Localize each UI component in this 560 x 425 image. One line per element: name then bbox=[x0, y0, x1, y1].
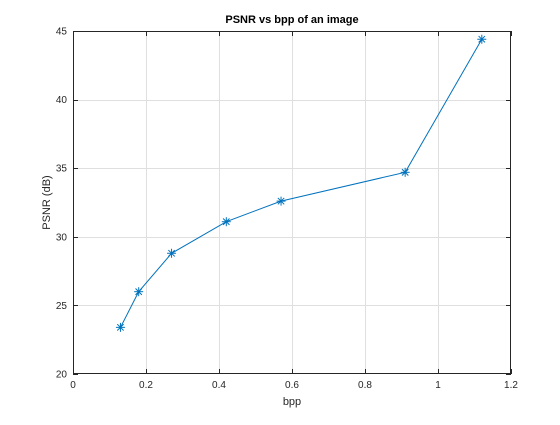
x-tick-label: 0.8 bbox=[358, 380, 372, 391]
y-axis-label: PSNR (dB) bbox=[41, 175, 53, 229]
data-point-marker bbox=[477, 34, 487, 44]
ticks: 0 0.2 0.4 0.6 0.8 1 1.2 20 25 30 35 40 45 bbox=[56, 27, 519, 392]
y-tick-label: 40 bbox=[56, 95, 68, 106]
x-tick-label: 1.2 bbox=[504, 380, 518, 391]
grid bbox=[73, 31, 511, 374]
x-axis-label: bpp bbox=[283, 396, 301, 408]
x-tick-label: 0.4 bbox=[212, 380, 226, 391]
data-point-marker bbox=[115, 322, 125, 332]
x-tick-label: 0.6 bbox=[285, 380, 299, 391]
y-tick-label: 35 bbox=[56, 164, 68, 175]
x-tick-label: 0 bbox=[70, 380, 76, 391]
chart-title: PSNR vs bpp of an image bbox=[225, 14, 358, 26]
data-point-marker bbox=[276, 196, 286, 206]
y-tick-label: 20 bbox=[56, 370, 68, 381]
series bbox=[115, 34, 487, 332]
data-point-marker bbox=[400, 167, 410, 177]
data-point-marker bbox=[134, 287, 144, 297]
x-tick-label: 1 bbox=[435, 380, 441, 391]
data-point-marker bbox=[167, 248, 177, 258]
x-tick-label: 0.2 bbox=[139, 380, 153, 391]
y-tick-label: 30 bbox=[56, 232, 68, 243]
data-point-marker bbox=[221, 217, 231, 227]
y-tick-label: 45 bbox=[56, 27, 68, 38]
y-tick-label: 25 bbox=[56, 301, 68, 312]
